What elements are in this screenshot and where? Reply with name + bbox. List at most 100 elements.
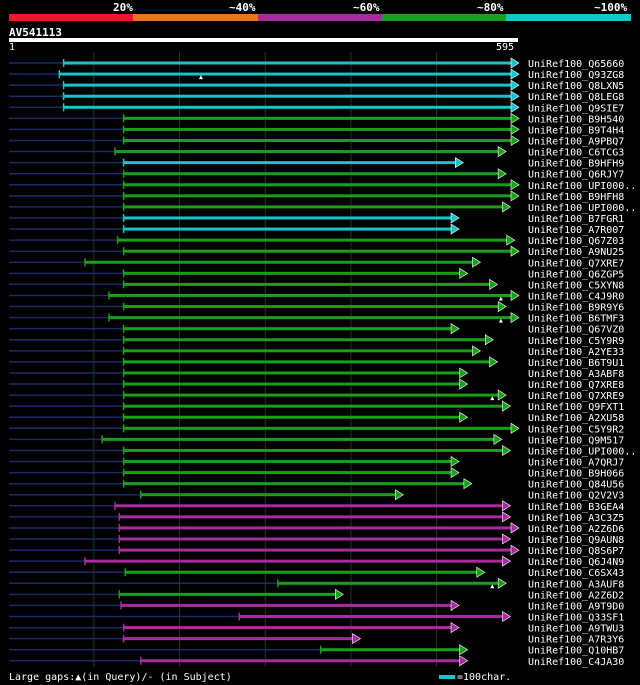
hit-bar	[119, 526, 512, 530]
scale-label-80: ~80%	[477, 1, 504, 14]
scale-band-60	[258, 14, 382, 21]
hit-bar	[85, 260, 474, 264]
hit-start-tick	[122, 302, 125, 311]
hit-start-tick	[118, 535, 121, 544]
hit-label: UniRef100_B9HFH8	[528, 192, 624, 203]
hit-bar	[102, 437, 495, 441]
hit-bar	[123, 282, 491, 286]
hit-start-tick	[122, 324, 125, 333]
hit-arrowhead	[493, 433, 503, 445]
hit-arrowhead	[510, 57, 520, 69]
hit-label: UniRef100_Q2V2V3	[528, 491, 624, 502]
hit-start-tick	[124, 568, 127, 577]
hit-start-tick	[122, 335, 125, 344]
hit-label: UniRef100_A3ABF8	[528, 369, 624, 380]
hit-arrowhead	[352, 633, 362, 645]
hit-arrowhead	[459, 655, 469, 667]
hit-start-tick	[118, 590, 121, 599]
hit-label: UniRef100_Q8LEG8	[528, 92, 624, 103]
gap-marker	[498, 318, 503, 323]
hit-bar	[109, 293, 513, 297]
hit-label: UniRef100_Q7XRE9	[528, 391, 624, 402]
hit-start-tick	[122, 634, 125, 643]
hit-start-tick	[122, 413, 125, 422]
scale-label-20: 20%	[113, 1, 133, 14]
hit-bar	[140, 659, 461, 663]
scale-label-100: ~100%	[594, 1, 628, 14]
hit-start-tick	[84, 258, 86, 267]
hit-label: UniRef100_A7QRJ7	[528, 458, 624, 469]
hit-bar	[123, 249, 512, 253]
hit-bar	[123, 448, 504, 452]
hit-label: UniRef100_Q10HB7	[528, 646, 624, 657]
legend-scale-label: =100char.	[457, 672, 512, 683]
hit-label: UniRef100_A2XU58	[528, 413, 624, 424]
hit-label: UniRef100_Q9SIE7	[528, 103, 624, 114]
hit-bar	[123, 460, 453, 464]
hit-label: UniRef100_Q7XRE8	[528, 380, 624, 391]
hit-label: UniRef100_A2YE33	[528, 347, 624, 358]
hit-label: UniRef100_Q8S6P7	[528, 546, 624, 557]
hit-bar	[123, 227, 453, 231]
hit-start-tick	[122, 158, 125, 167]
legend-scale-swatch	[439, 675, 455, 679]
hit-bar	[123, 626, 453, 630]
hit-label: UniRef100_A9T9D0	[528, 601, 624, 612]
hit-start-tick	[122, 136, 125, 145]
hit-start-tick	[139, 490, 142, 499]
hit-bar	[123, 393, 500, 397]
hit-label: UniRef100_Q6J4N9	[528, 557, 624, 568]
hit-bar	[123, 360, 491, 364]
hit-arrowhead	[472, 345, 482, 357]
hit-bar	[59, 72, 512, 76]
hit-bar	[119, 515, 504, 519]
hit-start-tick	[62, 103, 65, 112]
hit-start-tick	[116, 236, 119, 245]
hit-arrowhead	[502, 400, 511, 412]
hit-arrowhead	[510, 190, 520, 202]
hit-start-tick	[122, 468, 125, 477]
hit-arrowhead	[510, 68, 520, 80]
hit-bar	[119, 537, 504, 541]
hit-bar	[119, 548, 512, 552]
hit-arrowhead	[497, 389, 507, 401]
hit-start-tick	[58, 70, 61, 79]
hit-label: UniRef100_A9TWU3	[528, 624, 624, 635]
hit-arrowhead	[510, 522, 520, 534]
hit-label: UniRef100_Q9FXT1	[528, 402, 624, 413]
hit-label: UniRef100_UPI000..	[528, 446, 636, 457]
hit-label: UniRef100_A2Z6D6	[528, 524, 624, 535]
hit-start-tick	[118, 546, 121, 555]
hit-arrowhead	[489, 278, 499, 290]
hit-bar	[123, 404, 504, 408]
hit-arrowhead	[497, 300, 507, 313]
hit-label: UniRef100_A2Z6D2	[528, 590, 624, 601]
hit-arrowhead	[497, 146, 507, 158]
hit-arrowhead	[510, 422, 520, 434]
hit-start-tick	[122, 213, 125, 222]
hit-start-tick	[122, 225, 125, 234]
scale-band-80	[382, 14, 506, 21]
hit-label: UniRef100_A7R3Y6	[528, 635, 624, 646]
hit-start-tick	[118, 523, 121, 532]
hit-start-tick	[122, 457, 125, 466]
hit-label: UniRef100_B7FGR1	[528, 214, 624, 225]
hit-arrowhead	[484, 334, 494, 346]
hit-bar	[85, 559, 504, 563]
hit-arrowhead	[510, 90, 520, 102]
query-start-label: 1	[9, 42, 16, 53]
hit-label: UniRef100_Q9AUN8	[528, 535, 624, 546]
hit-start-tick	[122, 380, 125, 389]
hit-start-tick	[122, 368, 125, 377]
hit-start-tick	[120, 601, 122, 610]
hit-bar	[123, 415, 461, 419]
hit-label: UniRef100_UPI000..	[528, 181, 636, 192]
hit-arrowhead	[395, 489, 404, 501]
hit-label: UniRef100_Q67VZ0	[528, 325, 624, 336]
hit-arrowhead	[450, 455, 460, 468]
identity-scale-bar: 20% ~40% ~60% ~80% ~100%	[0, 0, 640, 22]
hit-arrowhead	[335, 588, 344, 600]
hit-label: UniRef100_Q8LXN5	[528, 81, 624, 92]
hit-start-tick	[84, 557, 86, 566]
